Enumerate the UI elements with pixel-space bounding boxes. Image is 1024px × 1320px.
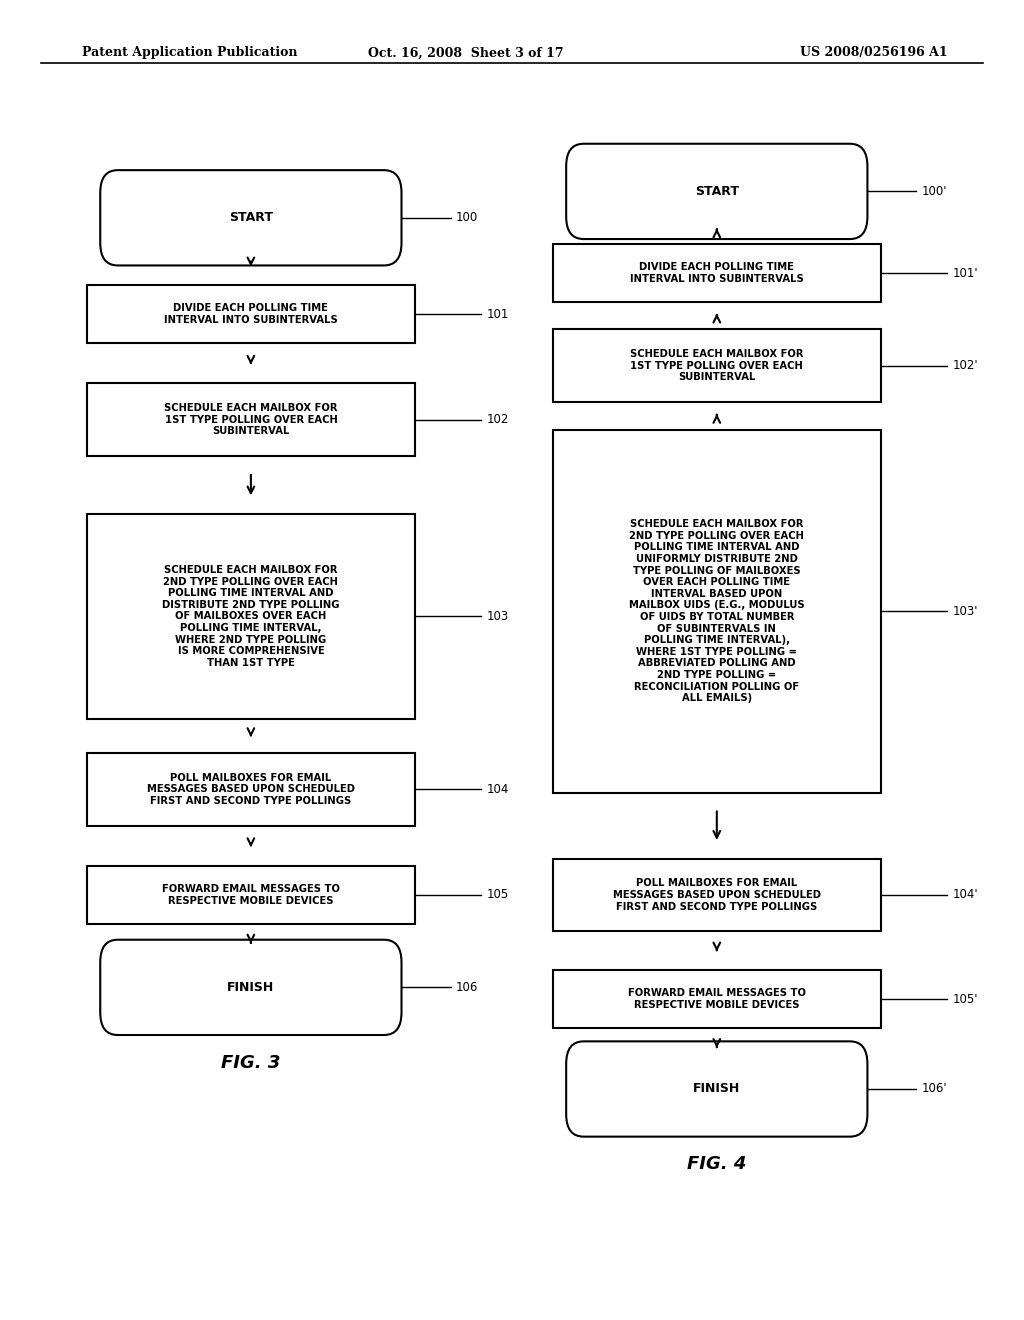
Text: FINISH: FINISH	[693, 1082, 740, 1096]
Text: FIG. 3: FIG. 3	[221, 1053, 281, 1072]
FancyBboxPatch shape	[87, 285, 415, 343]
Text: US 2008/0256196 A1: US 2008/0256196 A1	[800, 46, 947, 59]
FancyBboxPatch shape	[553, 970, 881, 1028]
Text: FINISH: FINISH	[227, 981, 274, 994]
FancyBboxPatch shape	[553, 244, 881, 302]
FancyBboxPatch shape	[87, 383, 415, 455]
Text: 101': 101'	[952, 267, 978, 280]
Text: 102: 102	[486, 413, 509, 426]
Text: 101: 101	[486, 308, 509, 321]
FancyBboxPatch shape	[87, 513, 415, 718]
Text: FORWARD EMAIL MESSAGES TO
RESPECTIVE MOBILE DEVICES: FORWARD EMAIL MESSAGES TO RESPECTIVE MOB…	[628, 989, 806, 1010]
Text: POLL MAILBOXES FOR EMAIL
MESSAGES BASED UPON SCHEDULED
FIRST AND SECOND TYPE POL: POLL MAILBOXES FOR EMAIL MESSAGES BASED …	[612, 878, 821, 912]
FancyBboxPatch shape	[566, 1041, 867, 1137]
FancyBboxPatch shape	[553, 429, 881, 792]
Text: 103': 103'	[952, 605, 978, 618]
Text: 106': 106'	[922, 1082, 947, 1096]
Text: 100: 100	[456, 211, 478, 224]
FancyBboxPatch shape	[553, 329, 881, 401]
Text: 105: 105	[486, 888, 509, 902]
Text: Patent Application Publication: Patent Application Publication	[82, 46, 297, 59]
Text: START: START	[695, 185, 738, 198]
Text: 105': 105'	[952, 993, 978, 1006]
FancyBboxPatch shape	[87, 866, 415, 924]
Text: DIVIDE EACH POLLING TIME
INTERVAL INTO SUBINTERVALS: DIVIDE EACH POLLING TIME INTERVAL INTO S…	[164, 304, 338, 325]
FancyBboxPatch shape	[553, 859, 881, 932]
FancyBboxPatch shape	[566, 144, 867, 239]
Text: START: START	[229, 211, 272, 224]
Text: 104': 104'	[952, 888, 978, 902]
Text: 104: 104	[486, 783, 509, 796]
FancyBboxPatch shape	[87, 752, 415, 826]
Text: Oct. 16, 2008  Sheet 3 of 17: Oct. 16, 2008 Sheet 3 of 17	[368, 46, 564, 59]
Text: SCHEDULE EACH MAILBOX FOR
1ST TYPE POLLING OVER EACH
SUBINTERVAL: SCHEDULE EACH MAILBOX FOR 1ST TYPE POLLI…	[630, 348, 804, 383]
Text: SCHEDULE EACH MAILBOX FOR
1ST TYPE POLLING OVER EACH
SUBINTERVAL: SCHEDULE EACH MAILBOX FOR 1ST TYPE POLLI…	[164, 403, 338, 437]
Text: SCHEDULE EACH MAILBOX FOR
2ND TYPE POLLING OVER EACH
POLLING TIME INTERVAL AND
U: SCHEDULE EACH MAILBOX FOR 2ND TYPE POLLI…	[629, 519, 805, 704]
FancyBboxPatch shape	[100, 170, 401, 265]
Text: POLL MAILBOXES FOR EMAIL
MESSAGES BASED UPON SCHEDULED
FIRST AND SECOND TYPE POL: POLL MAILBOXES FOR EMAIL MESSAGES BASED …	[146, 772, 355, 807]
Text: SCHEDULE EACH MAILBOX FOR
2ND TYPE POLLING OVER EACH
POLLING TIME INTERVAL AND
D: SCHEDULE EACH MAILBOX FOR 2ND TYPE POLLI…	[162, 565, 340, 668]
Text: FIG. 4: FIG. 4	[687, 1155, 746, 1173]
Text: 100': 100'	[922, 185, 947, 198]
Text: 106: 106	[456, 981, 478, 994]
Text: 103: 103	[486, 610, 509, 623]
Text: FORWARD EMAIL MESSAGES TO
RESPECTIVE MOBILE DEVICES: FORWARD EMAIL MESSAGES TO RESPECTIVE MOB…	[162, 884, 340, 906]
Text: DIVIDE EACH POLLING TIME
INTERVAL INTO SUBINTERVALS: DIVIDE EACH POLLING TIME INTERVAL INTO S…	[630, 263, 804, 284]
FancyBboxPatch shape	[100, 940, 401, 1035]
Text: 102': 102'	[952, 359, 978, 372]
